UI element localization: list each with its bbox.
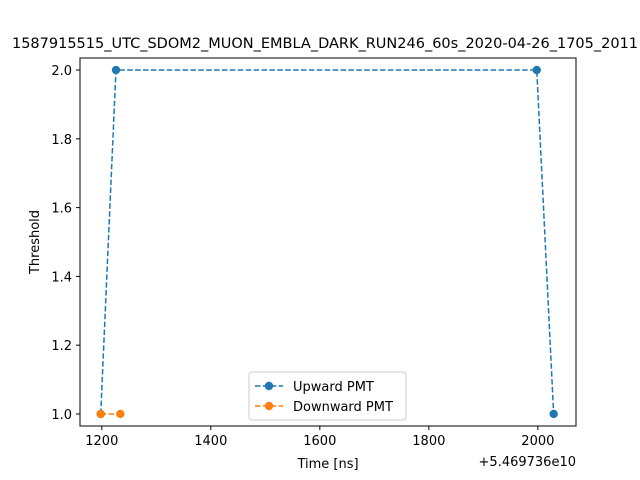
y-tick-label: 1.0 xyxy=(51,408,72,423)
x-axis-label: Time [ns] xyxy=(296,457,358,472)
legend: Upward PMT Downward PMT xyxy=(248,371,407,421)
y-axis-label: Threshold xyxy=(28,210,43,275)
y-tick-label: 1.2 xyxy=(51,339,72,354)
series-2 xyxy=(96,409,125,419)
ticks-layer: 1200 1400 1600 1800 2000 1.0 1.2 1.4 1.6 1.8 2.0 xyxy=(51,64,554,449)
data-point xyxy=(532,65,541,75)
data-point xyxy=(111,65,121,75)
series-layer xyxy=(96,65,558,419)
data-point xyxy=(96,409,105,419)
y-tick-label: 1.8 xyxy=(51,133,72,148)
x-tick-label: 2000 xyxy=(521,434,554,449)
y-tick-label: 1.6 xyxy=(51,202,72,217)
x-axis-offset-label: +5.469736e10 xyxy=(479,455,576,470)
y-tick-label: 1.4 xyxy=(51,270,72,285)
legend-entry: Downward PMT xyxy=(255,400,393,415)
legend-swatch-marker xyxy=(264,401,274,411)
legend-swatch-marker xyxy=(264,381,274,391)
x-tick-label: 1400 xyxy=(194,434,227,449)
legend-entry: Upward PMT xyxy=(255,380,374,395)
legend-label: Downward PMT xyxy=(293,400,393,415)
x-tick-label: 1800 xyxy=(412,434,445,449)
legend-label: Upward PMT xyxy=(293,380,374,395)
data-point xyxy=(116,409,125,419)
data-point xyxy=(549,409,558,419)
x-tick-label: 1600 xyxy=(303,434,336,449)
legend-frame xyxy=(248,371,407,421)
x-tick-label: 1200 xyxy=(85,434,118,449)
chart-title: 1587915515_UTC_SDOM2_MUON_EMBLA_DARK_RUN… xyxy=(12,36,638,52)
series-line xyxy=(99,69,555,414)
axes-frame xyxy=(79,57,577,427)
y-tick-label: 2.0 xyxy=(51,64,72,79)
